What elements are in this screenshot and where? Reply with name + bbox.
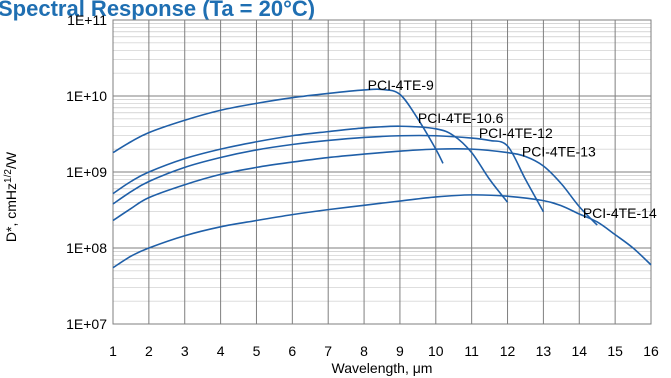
- series-label-1: PCI-4TE-10.6: [418, 110, 504, 126]
- x-tick-label: 13: [536, 343, 552, 359]
- x-tick-label: 16: [643, 343, 659, 359]
- series-line-4: [112, 194, 652, 269]
- chart-title-group: Spectral Response (Ta = 20°C): [0, 0, 315, 21]
- series-label-4: PCI-4TE-14: [583, 205, 657, 221]
- series-label-0: PCI-4TE-9: [368, 77, 434, 93]
- y-axis-label-sup: 1/2: [3, 169, 14, 183]
- x-tick-label: 14: [571, 343, 587, 359]
- y-tick-label: 1E+10: [66, 88, 107, 104]
- y-tick-label: 1E+11: [67, 12, 107, 28]
- x-tick-label: 3: [181, 343, 189, 359]
- x-tick-label: 1: [109, 343, 117, 359]
- x-tick-label: 2: [145, 343, 153, 359]
- x-tick-label: 11: [464, 343, 479, 359]
- y-tick-label: 1E+08: [66, 240, 107, 256]
- x-tick-label: 6: [288, 343, 296, 359]
- y-axis-label-tail: /W: [3, 151, 19, 169]
- x-axis-label: Wavelength, μm: [332, 360, 433, 376]
- series-line-3: [112, 147, 598, 226]
- series-line-2: [112, 134, 545, 213]
- series-line-1: [112, 125, 509, 203]
- x-tick-label: 7: [324, 343, 332, 359]
- y-axis-label: D*, cmHz1/2/W: [3, 151, 20, 242]
- series-label-3: PCI-4TE-13: [522, 143, 596, 159]
- x-tick-label: 4: [217, 343, 225, 359]
- series-label-2: PCI-4TE-12: [479, 125, 553, 141]
- y-axis-label-base: D*, cmHz: [3, 183, 19, 242]
- x-tick-labels: 1 2 3 4 5 6 7 8 9 10 11 12 13 14 15 16: [109, 343, 659, 359]
- series-line-0: [112, 88, 444, 164]
- grid: [112, 19, 652, 325]
- y-tick-labels: 1E+07 1E+08 1E+09 1E+10 1E+11: [66, 12, 107, 332]
- x-tick-label: 9: [396, 343, 404, 359]
- x-tick-label: 8: [360, 343, 368, 359]
- chart-title: Spectral Response (Ta = 20°C): [0, 0, 315, 21]
- y-tick-label: 1E+07: [66, 316, 107, 332]
- x-tick-label: 15: [607, 343, 623, 359]
- y-tick-label: 1E+09: [66, 164, 107, 180]
- x-tick-label: 5: [253, 343, 261, 359]
- x-tick-label: 10: [428, 343, 444, 359]
- x-tick-label: 12: [500, 343, 516, 359]
- plot-frame: [112, 19, 652, 325]
- series-group: [112, 88, 652, 269]
